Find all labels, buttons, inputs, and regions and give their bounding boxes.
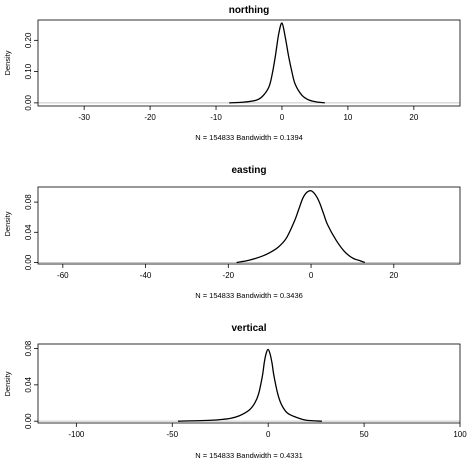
x-tick-label: -60: [57, 271, 69, 280]
density-curve: [229, 22, 325, 104]
chart-title: northing: [229, 5, 270, 16]
x-axis-label: N = 154833 Bandwidth = 0.3436: [195, 291, 303, 300]
x-tick-label: 0: [266, 430, 271, 439]
x-tick-label: 100: [453, 430, 467, 439]
y-tick-label: 0.08: [24, 340, 33, 356]
x-tick-label: -30: [78, 113, 90, 122]
x-tick-label: 0: [280, 113, 285, 122]
x-tick-label: 10: [343, 113, 352, 122]
panel-northing: northing -30 -20 -10 0 10 20 0.00 0.10 0.20 Densit…: [3, 5, 461, 142]
y-tick-label: 0.00: [24, 95, 33, 111]
y-tick-label: 0.04: [24, 224, 33, 240]
y-tick-label: 0.08: [24, 194, 33, 210]
y-tick-label: 0.00: [24, 413, 33, 429]
x-axis-label: N = 154833 Bandwidth = 0.4331: [195, 451, 303, 460]
x-tick-label: -40: [140, 271, 152, 280]
y-tick-label: 0.04: [24, 377, 33, 393]
x-tick-label: 20: [409, 113, 418, 122]
chart-title: easting: [231, 165, 266, 176]
x-axis-label: N = 154833 Bandwidth = 0.1394: [195, 133, 303, 142]
x-tick-label: -50: [166, 430, 178, 439]
x-tick-label: -20: [144, 113, 156, 122]
x-tick-label: 20: [389, 271, 398, 280]
panel-vertical: vertical -100 -50 0 50 100 0.00 0.04 0.08 Density…: [3, 323, 467, 460]
plot-frame: [37, 343, 461, 424]
density-curve: [178, 348, 322, 422]
chart-title: vertical: [231, 323, 266, 334]
x-tick-label: 50: [360, 430, 369, 439]
y-axis-label: Density: [3, 50, 12, 75]
density-curve: [236, 190, 366, 264]
plot-frame: [37, 19, 461, 107]
x-tick-label: -100: [68, 430, 85, 439]
x-tick-label: 0: [309, 271, 314, 280]
y-axis-label: Density: [3, 371, 12, 396]
x-tick-label: -10: [210, 113, 222, 122]
y-tick-label: 0.10: [24, 63, 33, 79]
panel-easting: easting -60 -40 -20 0 20 0.00 0.04 0.08 Density N …: [3, 165, 461, 300]
y-tick-label: 0.00: [24, 254, 33, 270]
y-axis-label: Density: [3, 211, 12, 236]
x-tick-label: -20: [223, 271, 235, 280]
y-tick-label: 0.20: [24, 32, 33, 48]
plot-frame: [37, 186, 461, 265]
